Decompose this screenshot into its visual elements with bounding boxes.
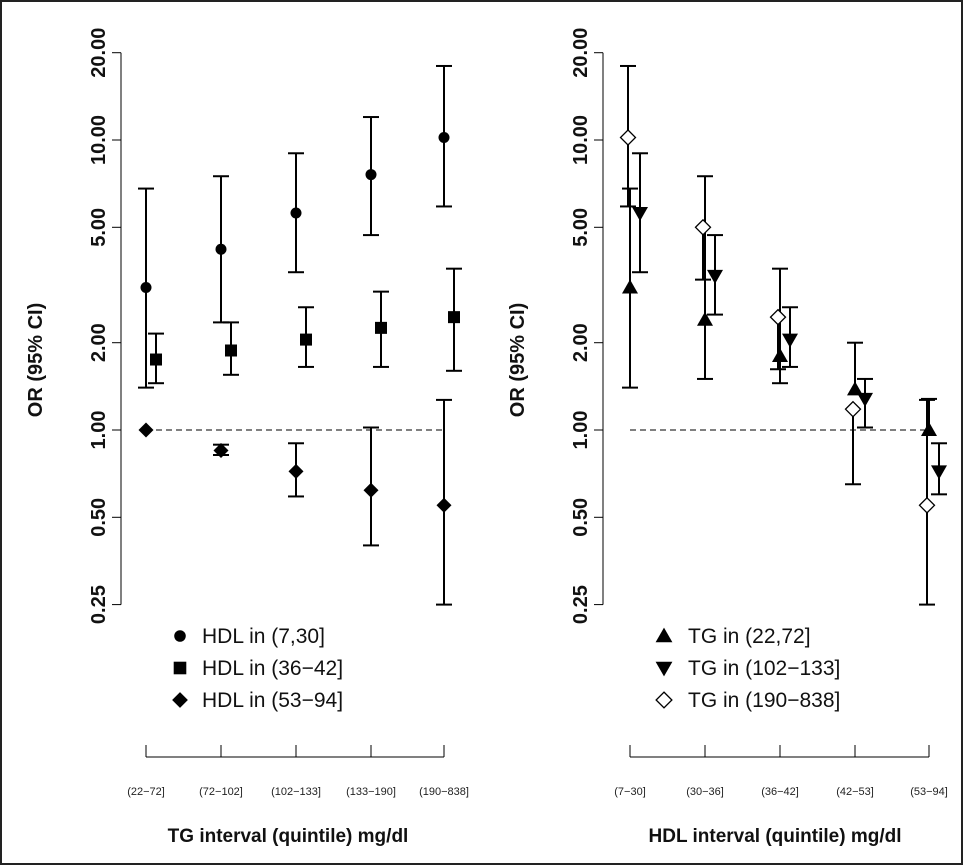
chart-panel-1: 0.25 0.50 1.00 2.00 5.00 10.00 20.00 OR (95% CI… [25,28,469,847]
legend-label: TG in (102−133] [688,657,840,680]
marker-square [375,321,387,334]
marker-diamond [288,463,304,479]
x-category-label: (30−36] [686,786,724,798]
marker-diamond [213,442,229,458]
marker-square [448,311,460,324]
x-category-label: (22−72] [127,786,165,798]
y-tick-label: 20.00 [88,28,110,78]
x-category-label: (190−838] [419,786,469,798]
marker-triangle-down [931,465,947,480]
y-tick-label: 0.50 [88,498,110,537]
x-category-label: (133−190] [346,786,396,798]
marker-circle [365,169,377,181]
marker-diamond [436,497,452,513]
x-category-label: (53−94] [910,786,948,798]
y-tick-label: 2.00 [570,323,592,362]
marker-square [300,333,312,346]
y-axis-label: OR (95% CI) [25,303,47,417]
marker-triangle-up [697,311,713,326]
marker-diamond-open [918,496,936,514]
y-tick-label: 2.00 [88,323,110,362]
marker-diamond [138,422,154,438]
marker-triangle-down [857,392,873,407]
marker-diamond-open [844,400,862,418]
y-tick-label: 10.00 [88,115,110,165]
legend-label: HDL in (36−42] [202,657,343,680]
marker-triangle-down [782,333,798,348]
marker-circle [140,282,152,294]
marker-diamond-open [769,308,787,326]
marker-circle [290,207,302,219]
y-tick-label: 1.00 [88,411,110,450]
marker-triangle-up [622,279,638,294]
x-category-label: (42−53] [836,786,874,798]
y-tick-label: 10.00 [570,115,592,165]
y-tick-label: 5.00 [88,208,110,247]
marker-circle [215,243,227,255]
y-tick-label: 1.00 [570,411,592,450]
legend-label: TG in (22,72] [688,625,811,648]
y-tick-label: 5.00 [570,208,592,247]
legend-label: HDL in (7,30] [202,625,325,648]
marker-diamond [172,692,188,708]
marker-triangle-up [921,422,937,436]
legend-label: TG in (190−838] [688,689,840,712]
x-axis-label: TG interval (quintile) mg/dl [168,826,409,847]
x-category-label: (36−42] [761,786,799,798]
marker-triangle-down [707,269,723,284]
x-category-label: (7−30] [614,786,646,798]
marker-diamond-open [619,129,637,146]
marker-square [173,661,187,675]
marker-triangle-up [772,347,788,362]
y-tick-label: 0.50 [570,498,592,537]
marker-triangle-down [632,207,648,222]
y-tick-label: 0.25 [88,585,110,624]
marker-circle [174,630,186,642]
marker-triangle-up [655,627,673,643]
marker-circle [438,132,450,144]
marker-square [225,344,237,357]
marker-triangle-down [655,661,673,677]
chart-panel-2: 0.25 0.50 1.00 2.00 5.00 10.00 20.00 OR (95% CI… [507,28,948,847]
legend-label: HDL in (53−94] [202,689,343,712]
x-category-label: (102−133] [271,786,321,798]
marker-diamond-open [694,218,712,236]
y-axis-label: OR (95% CI) [507,303,529,417]
x-category-label: (72−102] [199,786,243,798]
marker-triangle-up [847,381,863,396]
marker-diamond-open [655,691,673,709]
x-axis-label: HDL interval (quintile) mg/dl [649,826,902,847]
marker-diamond [363,482,379,498]
y-tick-label: 0.25 [570,585,592,624]
marker-square [150,353,162,366]
y-tick-label: 20.00 [570,28,592,78]
